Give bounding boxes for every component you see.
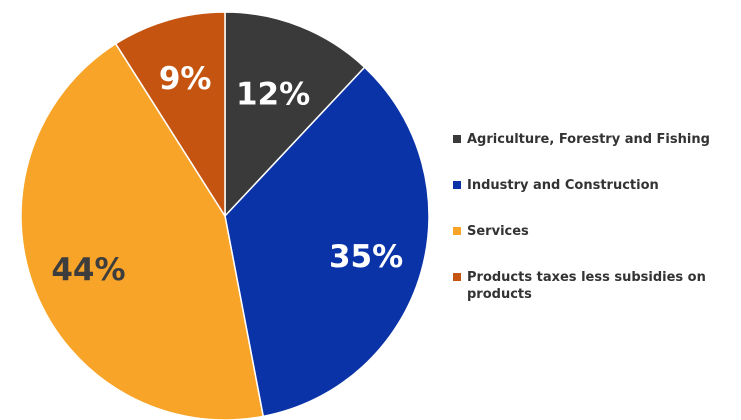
legend-item-services: Services [453,223,737,240]
pie-label-agriculture: 12% [236,77,310,113]
pie-slices [20,11,430,420]
chart-legend: Agriculture, Forestry and Fishing Indust… [453,131,737,303]
pie-slice-industry [224,66,430,418]
legend-label-agriculture: Agriculture, Forestry and Fishing [467,132,710,147]
legend-label-industry: Industry and Construction [467,178,659,193]
legend-swatch-industry [453,181,461,189]
legend-label-services: Services [467,224,529,239]
pie-slice-labels: 12% 35% 44% 9% [51,61,403,288]
pie-label-services: 44% [51,252,125,288]
legend-item-industry: Industry and Construction [453,177,737,194]
legend-item-agriculture: Agriculture, Forestry and Fishing [453,131,737,148]
pie-label-product-taxes: 9% [159,61,212,97]
legend-label-product-taxes: Products taxes less subsidies on product… [467,270,706,302]
pie-slice-agriculture [224,11,366,218]
pie-slice-services [20,42,265,420]
legend-swatch-agriculture [453,135,461,143]
legend-swatch-product-taxes [453,273,461,281]
legend-item-product-taxes: Products taxes less subsidies on product… [453,269,737,303]
legend-swatch-services [453,227,461,235]
pie-slice-product-taxes [114,11,226,219]
pie-label-industry: 35% [329,239,403,275]
